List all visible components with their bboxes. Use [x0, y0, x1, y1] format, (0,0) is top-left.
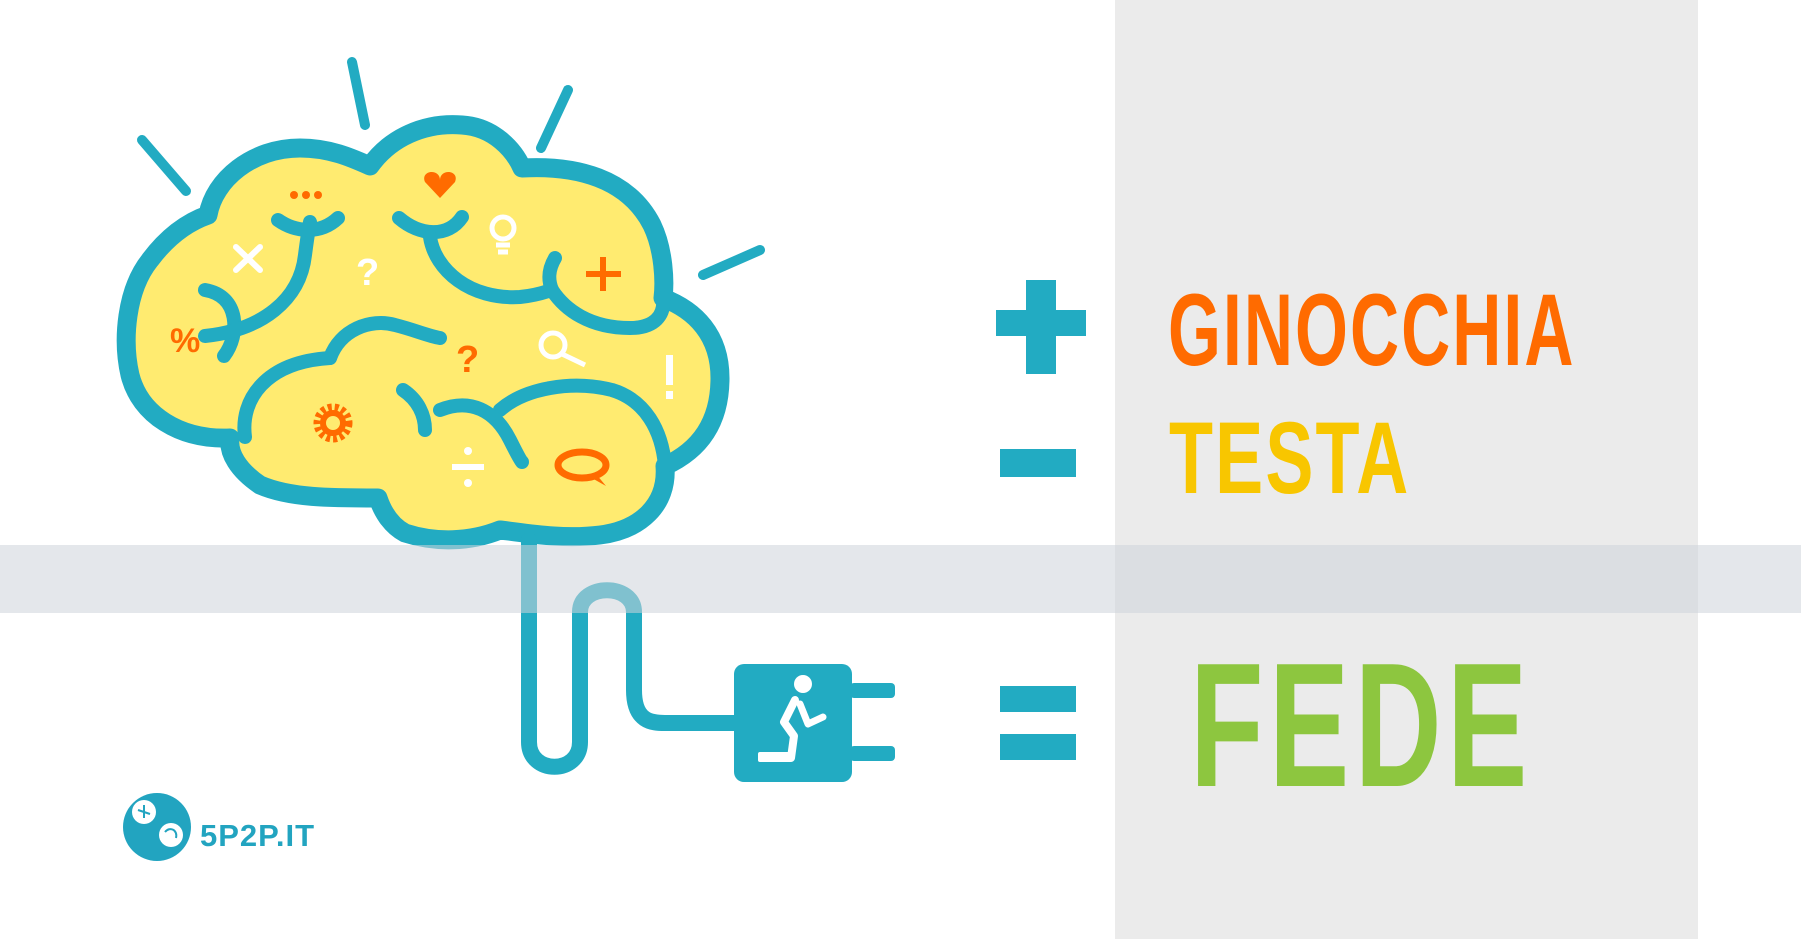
speech-bubble-icon — [554, 448, 610, 486]
magnifier-icon — [538, 330, 587, 368]
brand-text[interactable]: 5P2P.IT — [200, 818, 316, 853]
term-ginocchia: GINOCCHIA — [1168, 273, 1576, 388]
brain-shape — [116, 115, 730, 550]
times-icon — [233, 244, 263, 273]
question-icon-orange: ? — [456, 339, 479, 381]
term-fede: FEDE — [1190, 626, 1533, 824]
ellipsis-icon — [290, 191, 322, 199]
gray-column-background — [1115, 0, 1698, 939]
brand-logo-icon — [123, 793, 191, 861]
idea-rays — [137, 57, 765, 280]
question-icon: ? — [356, 252, 379, 294]
horizontal-highlight-band — [0, 545, 1801, 613]
plus-icon — [586, 257, 621, 291]
divide-icon — [452, 447, 484, 487]
gear-icon — [313, 403, 353, 443]
exclamation-icon — [666, 355, 673, 399]
kneeling-person-icon — [758, 675, 827, 762]
term-testa: TESTA — [1169, 401, 1411, 516]
plus-operator — [996, 280, 1086, 374]
plug-icon — [734, 664, 895, 782]
lightbulb-icon — [489, 214, 517, 255]
heart-icon — [424, 171, 456, 198]
equals-operator — [1000, 686, 1076, 760]
percent-icon: % — [170, 322, 200, 360]
minus-operator — [1000, 449, 1076, 477]
